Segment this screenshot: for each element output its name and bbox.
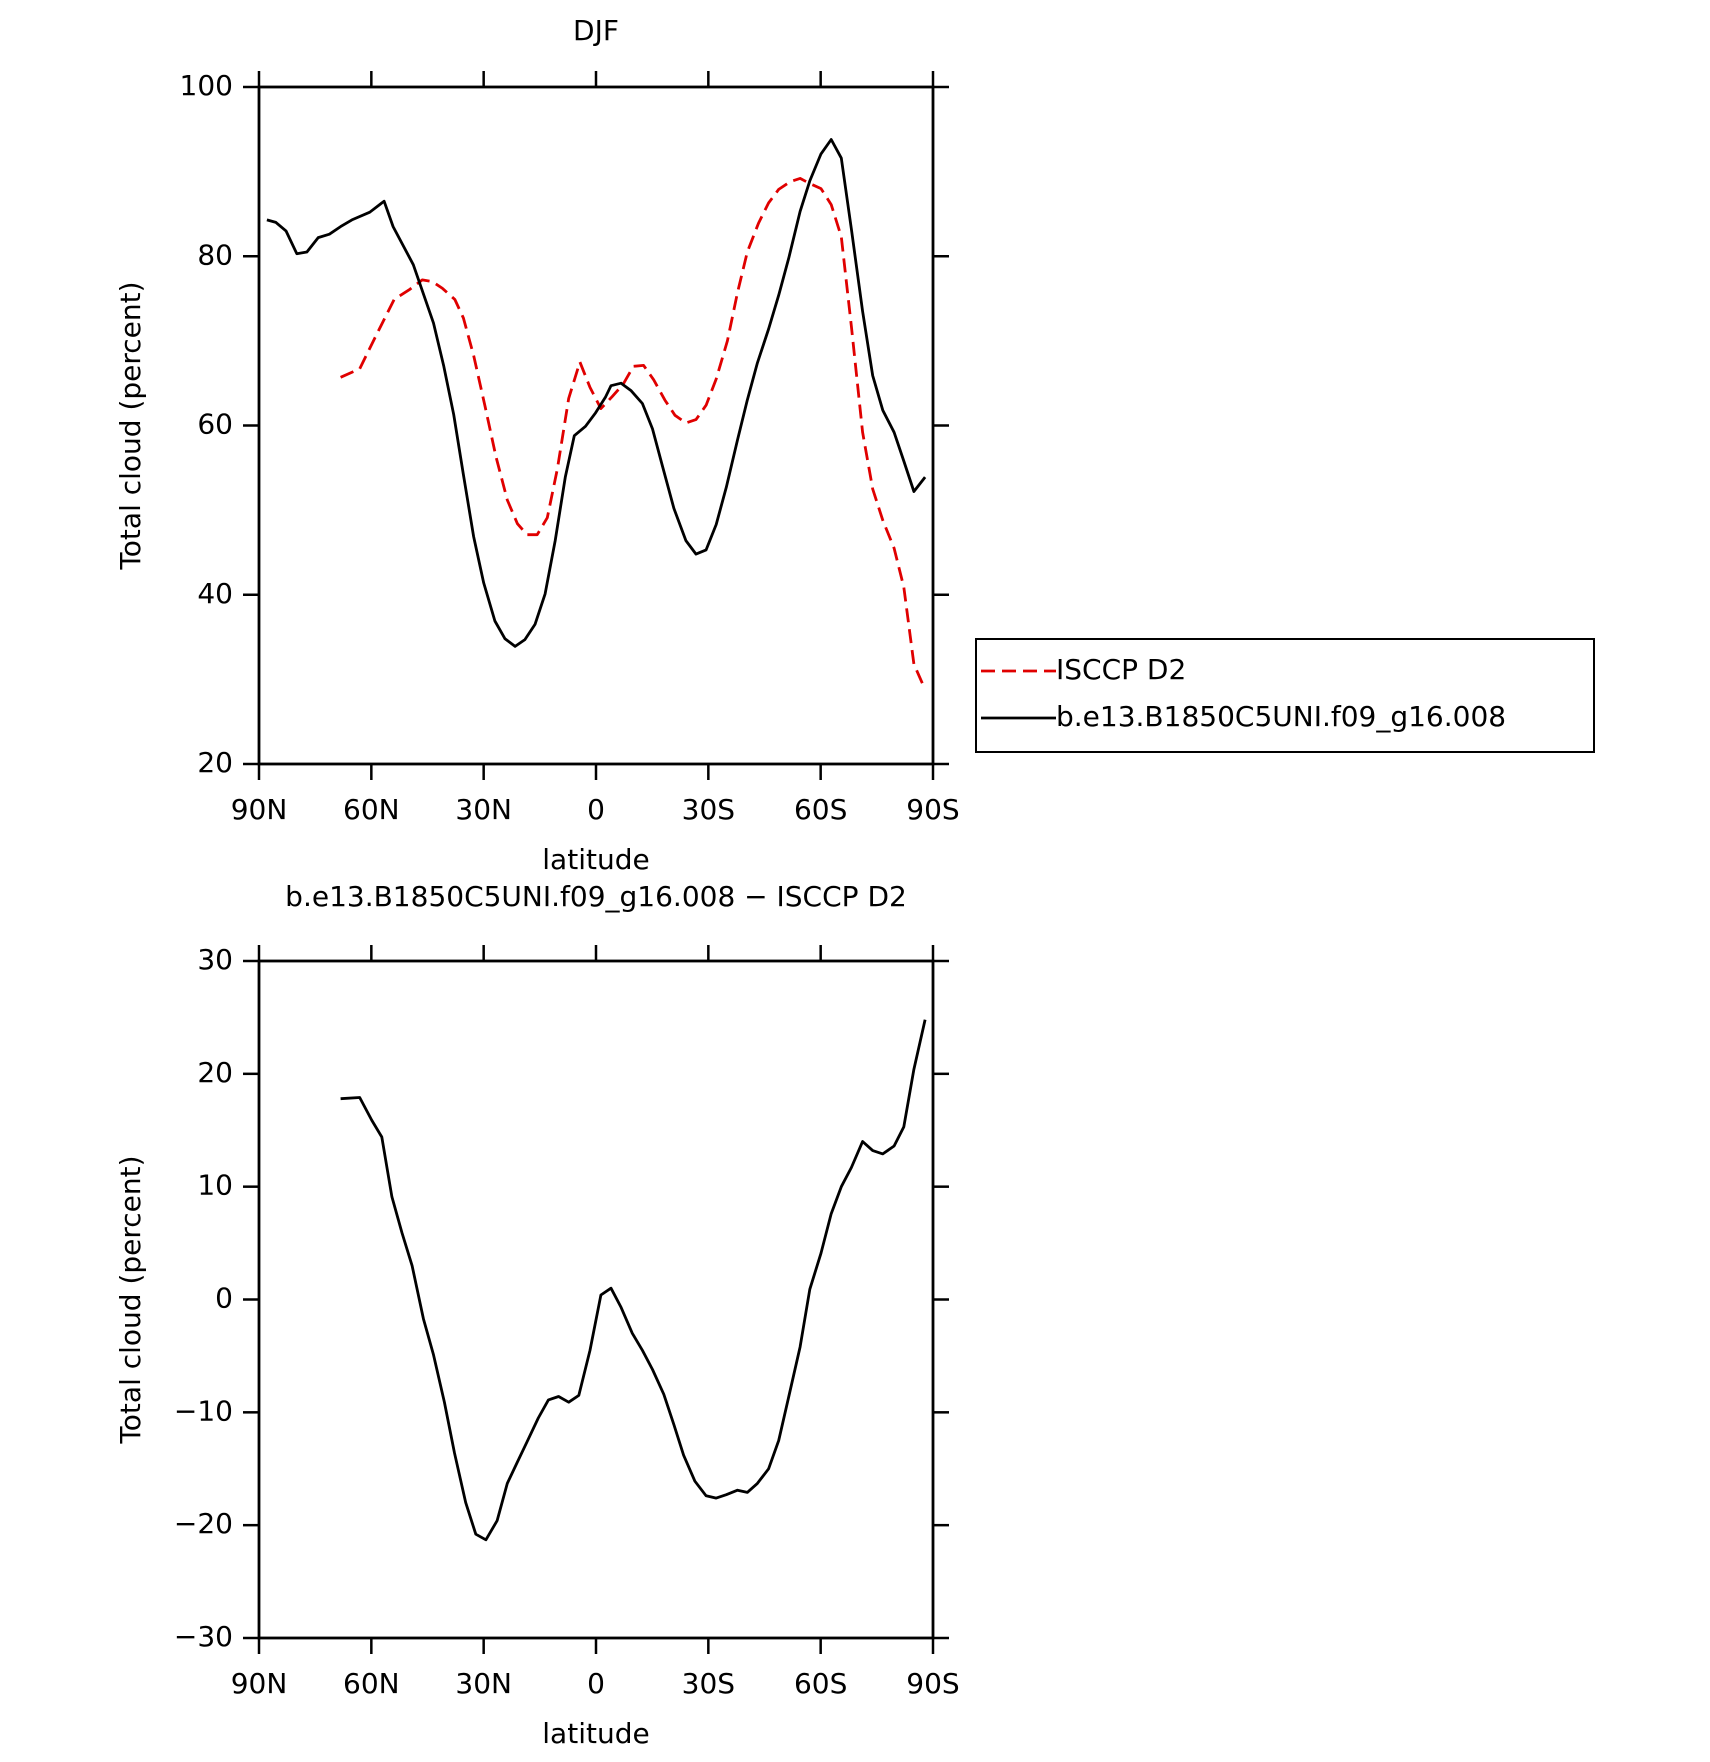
y-tick-label: 30	[197, 943, 233, 976]
y-axis-label: Total cloud (percent)	[114, 281, 147, 570]
y-axis-label: Total cloud (percent)	[114, 1155, 147, 1444]
x-tick-label: 90N	[231, 793, 288, 826]
legend-box	[975, 638, 1595, 753]
x-tick-label: 30N	[455, 793, 512, 826]
x-tick-label: 90S	[906, 793, 959, 826]
y-tick-label: −30	[174, 1620, 233, 1653]
y-tick-label: 10	[197, 1169, 233, 1202]
legend-label: b.e13.B1850C5UNI.f09_g16.008	[1056, 700, 1506, 733]
y-tick-label: 40	[197, 577, 233, 610]
x-tick-label: 0	[587, 1667, 605, 1700]
chart-title: b.e13.B1850C5UNI.f09_g16.008 − ISCCP D2	[285, 880, 907, 913]
x-axis-label: latitude	[542, 843, 649, 876]
y-tick-label: 20	[197, 1056, 233, 1089]
x-tick-label: 90N	[231, 1667, 288, 1700]
x-tick-label: 60S	[794, 793, 847, 826]
plot-frame	[257, 85, 935, 766]
y-tick-label: 20	[197, 746, 233, 779]
x-tick-label: 90S	[906, 1667, 959, 1700]
y-tick-label: −10	[174, 1394, 233, 1427]
y-tick-label: 60	[197, 408, 233, 441]
data-line	[340, 1019, 927, 1542]
plot-frame	[257, 959, 935, 1640]
x-tick-label: 30S	[682, 793, 735, 826]
x-tick-label: 60N	[343, 793, 400, 826]
x-tick-label: 30S	[682, 1667, 735, 1700]
chart-title: DJF	[573, 14, 619, 47]
x-tick-label: 60N	[343, 1667, 400, 1700]
data-line	[340, 177, 927, 691]
x-axis-label: latitude	[542, 1717, 649, 1750]
y-tick-label: 80	[197, 238, 233, 271]
x-tick-label: 30N	[455, 1667, 512, 1700]
y-tick-label: 0	[215, 1282, 233, 1315]
x-tick-label: 60S	[794, 1667, 847, 1700]
data-line	[266, 138, 927, 648]
y-tick-label: 100	[180, 69, 233, 102]
y-tick-label: −20	[174, 1507, 233, 1540]
x-tick-label: 0	[587, 793, 605, 826]
legend-label: ISCCP D2	[1056, 653, 1186, 686]
